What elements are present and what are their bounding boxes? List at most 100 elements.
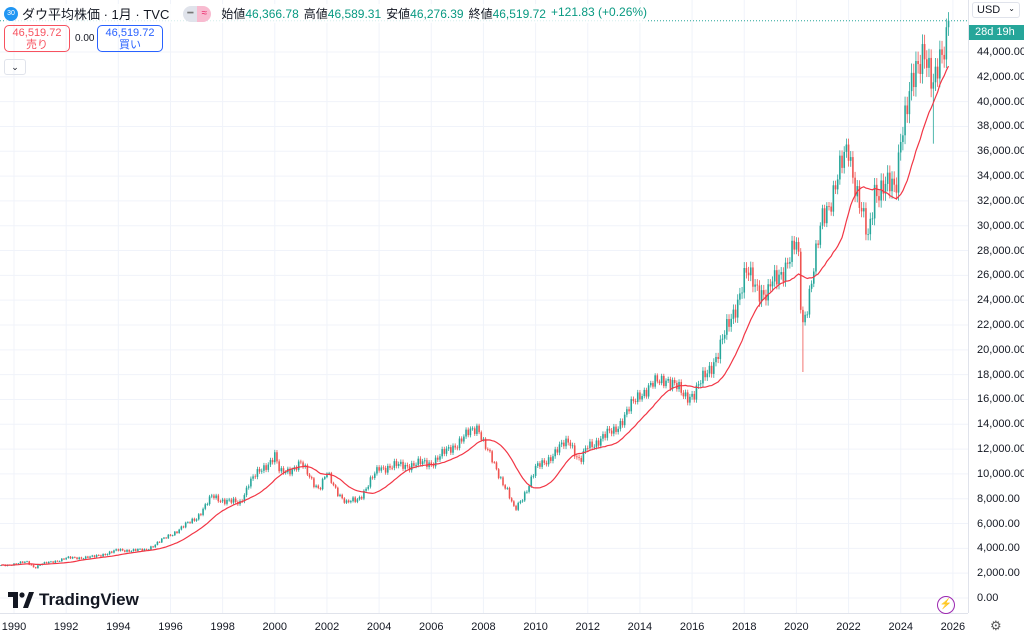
chart-legend: 30 ダウ平均株価 · 1月 · TVC ━ ≈ 始値46,366.78 高値4… bbox=[4, 4, 648, 23]
candle-body bbox=[563, 442, 565, 447]
candle-body bbox=[339, 494, 341, 497]
candle-body bbox=[389, 465, 391, 468]
candle-body bbox=[500, 477, 502, 479]
settings-icon[interactable]: ⚙ bbox=[990, 618, 1002, 633]
candle-body bbox=[528, 486, 530, 492]
candle-body bbox=[815, 243, 817, 272]
candle-body bbox=[132, 549, 135, 551]
candle-body bbox=[808, 288, 811, 315]
chevron-down-icon[interactable]: ⌄ bbox=[4, 59, 26, 75]
currency-select[interactable]: USD ⌄ bbox=[972, 2, 1020, 18]
candle-body bbox=[467, 429, 470, 436]
candle-body bbox=[947, 20, 950, 28]
candle-body bbox=[715, 356, 717, 363]
candle-body bbox=[26, 561, 28, 563]
candle-body bbox=[321, 478, 324, 490]
candle-body bbox=[189, 522, 191, 523]
candle-body bbox=[608, 428, 611, 431]
lightning-icon[interactable]: ⚡ bbox=[937, 596, 955, 614]
x-tick-label: 1990 bbox=[1, 621, 27, 633]
candle-body bbox=[150, 546, 152, 550]
candle-body bbox=[719, 339, 722, 359]
candle-body bbox=[221, 499, 224, 502]
candle-body bbox=[217, 495, 220, 502]
candle-body bbox=[623, 414, 626, 426]
candle-body bbox=[660, 375, 663, 384]
candle-body bbox=[928, 57, 930, 68]
candle-body bbox=[119, 549, 122, 551]
currency-label: USD bbox=[977, 4, 1001, 16]
candle-body bbox=[602, 434, 604, 439]
sell-button[interactable]: 46,519.72 売り bbox=[4, 25, 70, 52]
candle-body bbox=[65, 557, 67, 560]
candle-body bbox=[610, 430, 613, 434]
legend-toggle[interactable]: ━ ≈ bbox=[183, 5, 212, 22]
candle-body bbox=[439, 456, 441, 460]
candle-body bbox=[121, 549, 124, 551]
candle-body bbox=[204, 504, 207, 509]
y-tick-label: 16,000.00 bbox=[977, 393, 1024, 406]
candle-body bbox=[893, 178, 895, 185]
candle-body bbox=[858, 186, 861, 208]
candle-body bbox=[347, 500, 350, 503]
price-chart[interactable] bbox=[0, 0, 968, 613]
candle-body bbox=[826, 206, 828, 224]
symbol-title[interactable]: ダウ平均株価 · 1月 · TVC bbox=[22, 7, 170, 22]
candle-body bbox=[923, 44, 926, 60]
candle-body bbox=[502, 477, 504, 486]
candle-body bbox=[432, 464, 435, 467]
candle-body bbox=[341, 494, 343, 499]
candle-body bbox=[313, 478, 315, 488]
candle-body bbox=[343, 498, 346, 503]
candle-body bbox=[717, 356, 719, 359]
candle-body bbox=[54, 560, 57, 563]
candle-body bbox=[478, 425, 480, 433]
approx-icon[interactable]: ≈ bbox=[197, 5, 212, 22]
candle-body bbox=[654, 375, 656, 387]
candle-body bbox=[915, 61, 917, 88]
candle-body bbox=[226, 499, 228, 504]
candle-body bbox=[24, 561, 26, 563]
y-tick-label: 22,000.00 bbox=[977, 319, 1024, 331]
candle-body bbox=[941, 49, 943, 55]
candle-body bbox=[195, 519, 198, 521]
candle-body bbox=[876, 184, 878, 197]
candle-body bbox=[526, 491, 528, 493]
candle-body bbox=[215, 495, 217, 498]
candle-body bbox=[50, 561, 52, 563]
candle-body bbox=[891, 178, 893, 192]
candle-body bbox=[380, 467, 383, 471]
candle-body bbox=[558, 444, 561, 453]
candle-body bbox=[289, 468, 291, 475]
candle-body bbox=[680, 382, 683, 393]
chart-canvas[interactable] bbox=[0, 0, 968, 613]
minus-icon[interactable]: ━ bbox=[183, 5, 198, 22]
candle-body bbox=[95, 554, 98, 557]
price-axis[interactable]: 0.00 2,000.00 4,000.00 6,000.00 8,000.00 10,0… bbox=[968, 0, 1024, 613]
candle-body bbox=[869, 218, 872, 235]
candle-body bbox=[404, 464, 406, 469]
x-tick-label: 2020 bbox=[784, 621, 809, 633]
candle-body bbox=[269, 460, 272, 465]
candle-body bbox=[67, 556, 70, 558]
brand-name: TradingView bbox=[39, 590, 139, 609]
y-tick-label: 28,000.00 bbox=[977, 244, 1024, 257]
candle-body bbox=[828, 206, 830, 207]
candle-body bbox=[187, 522, 189, 523]
candle-body bbox=[56, 560, 59, 562]
candle-body bbox=[441, 449, 443, 457]
candle-body bbox=[384, 467, 387, 473]
time-axis[interactable]: 1990 1992 1994 1996 1998 2000 2002 2004 2006 2008… bbox=[0, 613, 968, 638]
candle-body bbox=[495, 462, 498, 470]
candle-body bbox=[228, 499, 230, 501]
candle-body bbox=[426, 460, 428, 468]
candle-body bbox=[206, 504, 209, 505]
y-tick-label: 20,000.00 bbox=[977, 343, 1024, 356]
x-tick-label: 2002 bbox=[314, 621, 340, 633]
buy-button[interactable]: 46,519.72 買い bbox=[97, 25, 163, 52]
candle-body bbox=[360, 497, 363, 499]
candle-body bbox=[917, 61, 919, 65]
candle-body bbox=[250, 478, 252, 487]
candle-body bbox=[862, 208, 865, 212]
tradingview-logo[interactable]: TradingView bbox=[8, 590, 139, 610]
